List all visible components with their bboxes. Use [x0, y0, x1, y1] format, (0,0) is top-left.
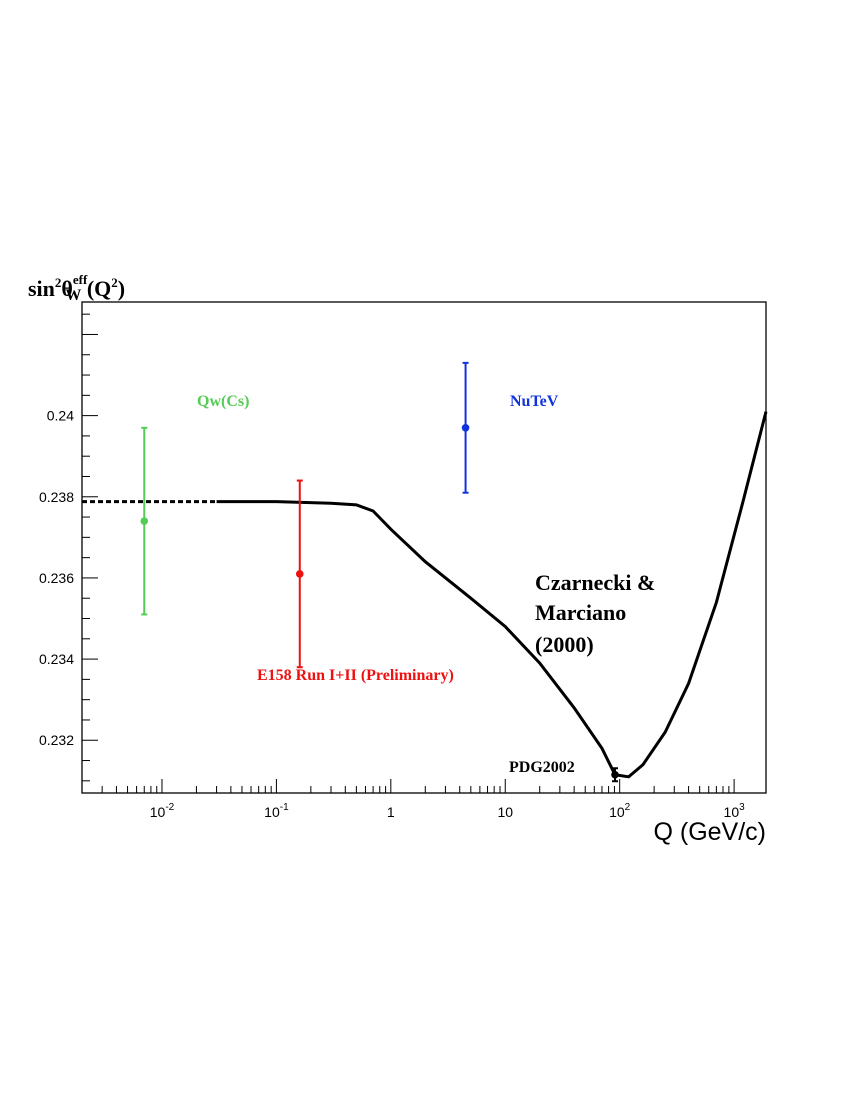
annotation-label: PDG2002	[509, 759, 575, 776]
point-marker	[611, 770, 619, 779]
point-marker	[461, 423, 470, 432]
x-tick-label: 10-1	[264, 802, 289, 820]
x-tick-label: 103	[724, 802, 746, 820]
annotation-label: NuTeV	[510, 393, 559, 410]
x-axis-label: Q (GeV/c)	[653, 818, 766, 846]
y-tick-label: 0.236	[39, 570, 74, 586]
points-layer	[140, 361, 619, 783]
y-tick-label: 0.238	[39, 489, 74, 505]
x-tick-label: 10-2	[150, 802, 175, 820]
theory-curve	[216, 411, 768, 779]
point-marker	[295, 570, 304, 578]
ticks-layer: 0.232 0.234 0.236 0.238 0.24 10-2 10-1 1 10 102 10…	[39, 313, 746, 820]
x-tick-label: 102	[609, 802, 631, 820]
plot-frame-layer	[81, 301, 767, 794]
x-tick-label: 1	[387, 804, 395, 820]
labels-layer: Qw(Cs) NuTeV E158 Run I+II (Preliminary) Cz…	[28, 272, 766, 846]
annotation-label: Marciano	[535, 600, 626, 625]
data-point	[140, 426, 149, 616]
data-point	[295, 479, 304, 669]
annotation-label: Qw(Cs)	[197, 393, 249, 410]
y-axis-label: sin2θeff W (Q2)	[28, 272, 125, 304]
y-tick-label: 0.24	[47, 408, 74, 424]
data-point	[611, 767, 619, 783]
x-tick-label: 10	[497, 804, 513, 820]
y-tick-label: 0.232	[39, 732, 74, 748]
plot-frame	[81, 301, 767, 794]
data-point	[461, 361, 470, 494]
point-marker	[140, 517, 149, 525]
y-tick-label: 0.234	[39, 651, 74, 667]
annotation-label: Czarnecki &	[535, 570, 655, 595]
annotation-label: E158 Run I+II (Preliminary)	[257, 667, 454, 684]
curve-layer	[82, 411, 768, 779]
annotation-label: (2000)	[535, 632, 594, 657]
